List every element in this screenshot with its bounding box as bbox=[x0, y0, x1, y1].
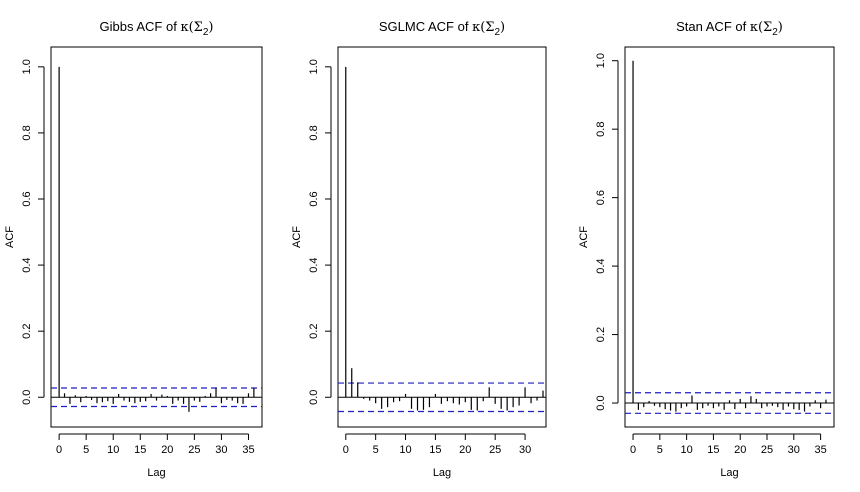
x-tick-label: 25 bbox=[188, 444, 200, 456]
x-tick-label: 5 bbox=[373, 444, 379, 456]
plot-frame bbox=[624, 46, 835, 428]
x-tick-label: 20 bbox=[459, 444, 471, 456]
chart-title-math: κ(Σ bbox=[180, 20, 202, 35]
chart-title-main: Gibbs ACF of bbox=[100, 19, 181, 34]
acf-panel-1: Gibbs ACF of κ(Σ2) 0 5 10 15 20 25 30 35 Lag 0.0 0.… bbox=[4, 19, 263, 479]
chart-title-main: SGLMC ACF of bbox=[379, 19, 472, 34]
x-tick-label: 30 bbox=[215, 444, 227, 456]
chart-title-math: κ(Σ bbox=[750, 20, 772, 35]
x-tick-label: 20 bbox=[161, 444, 173, 456]
x-tick-label: 30 bbox=[519, 444, 531, 456]
plot-frame bbox=[50, 46, 263, 428]
chart-title-main: Stan ACF of bbox=[676, 19, 750, 34]
x-tick-label: 35 bbox=[242, 444, 254, 456]
x-tick-label: 25 bbox=[761, 444, 773, 456]
y-axis-label: ACF bbox=[578, 226, 590, 248]
x-tick-label: 35 bbox=[814, 444, 826, 456]
y-tick-label: 0.6 bbox=[21, 191, 33, 206]
x-tick-label: 0 bbox=[343, 444, 349, 456]
y-tick-label: 0.8 bbox=[21, 125, 33, 140]
chart-title-subscript: 2 bbox=[772, 27, 778, 38]
chart-title: SGLMC ACF of κ(Σ2) bbox=[379, 19, 505, 38]
chart-title-math: κ(Σ bbox=[472, 20, 494, 35]
y-tick-label: 0.4 bbox=[595, 258, 607, 273]
y-tick-label: 0.4 bbox=[21, 257, 33, 272]
chart-title-close: ) bbox=[778, 20, 783, 35]
y-tick-label: 0.2 bbox=[21, 324, 33, 339]
x-tick-label: 15 bbox=[429, 444, 441, 456]
y-tick-label: 0.0 bbox=[595, 395, 607, 410]
x-tick-label: 15 bbox=[707, 444, 719, 456]
y-tick-label: 0.4 bbox=[308, 257, 320, 272]
plot-frame bbox=[337, 46, 547, 428]
x-tick-label: 10 bbox=[681, 444, 693, 456]
x-axis-label: Lag bbox=[433, 467, 451, 479]
x-tick-label: 20 bbox=[734, 444, 746, 456]
chart-title: Stan ACF of κ(Σ2) bbox=[676, 19, 783, 38]
y-axis-label: ACF bbox=[4, 226, 16, 248]
y-tick-label: 0.6 bbox=[308, 191, 320, 206]
x-tick-label: 10 bbox=[107, 444, 119, 456]
x-tick-label: 0 bbox=[630, 444, 636, 456]
y-tick-label: 0.2 bbox=[595, 327, 607, 342]
chart-title-close: ) bbox=[500, 20, 505, 35]
acf-panel-3: Stan ACF of κ(Σ2) 0 5 10 15 20 25 30 35 Lag 0.0 0.2… bbox=[578, 19, 835, 479]
chart-title-close: ) bbox=[208, 20, 213, 35]
x-tick-label: 5 bbox=[657, 444, 663, 456]
y-tick-label: 0.0 bbox=[21, 390, 33, 405]
x-tick-label: 10 bbox=[399, 444, 411, 456]
x-axis-label: Lag bbox=[720, 467, 738, 479]
y-tick-label: 0.8 bbox=[308, 125, 320, 140]
y-tick-label: 0.8 bbox=[595, 122, 607, 137]
y-tick-label: 1.0 bbox=[595, 53, 607, 68]
acf-panel-2: SGLMC ACF of κ(Σ2) 0 5 10 15 20 25 30 Lag 0.0 0.2 0… bbox=[291, 19, 547, 479]
x-axis-label: Lag bbox=[147, 467, 165, 479]
y-tick-label: 0.0 bbox=[308, 390, 320, 405]
y-axis-label: ACF bbox=[291, 226, 303, 248]
chart-title-subscript: 2 bbox=[494, 27, 500, 38]
y-tick-label: 0.2 bbox=[308, 324, 320, 339]
y-tick-label: 0.6 bbox=[595, 190, 607, 205]
x-tick-label: 15 bbox=[134, 444, 146, 456]
x-tick-label: 5 bbox=[83, 444, 89, 456]
chart-title: Gibbs ACF of κ(Σ2) bbox=[100, 19, 214, 38]
x-tick-label: 25 bbox=[489, 444, 501, 456]
x-tick-label: 30 bbox=[788, 444, 800, 456]
y-tick-label: 1.0 bbox=[21, 59, 33, 74]
chart-title-subscript: 2 bbox=[203, 27, 209, 38]
y-tick-label: 1.0 bbox=[308, 59, 320, 74]
x-tick-label: 0 bbox=[56, 444, 62, 456]
